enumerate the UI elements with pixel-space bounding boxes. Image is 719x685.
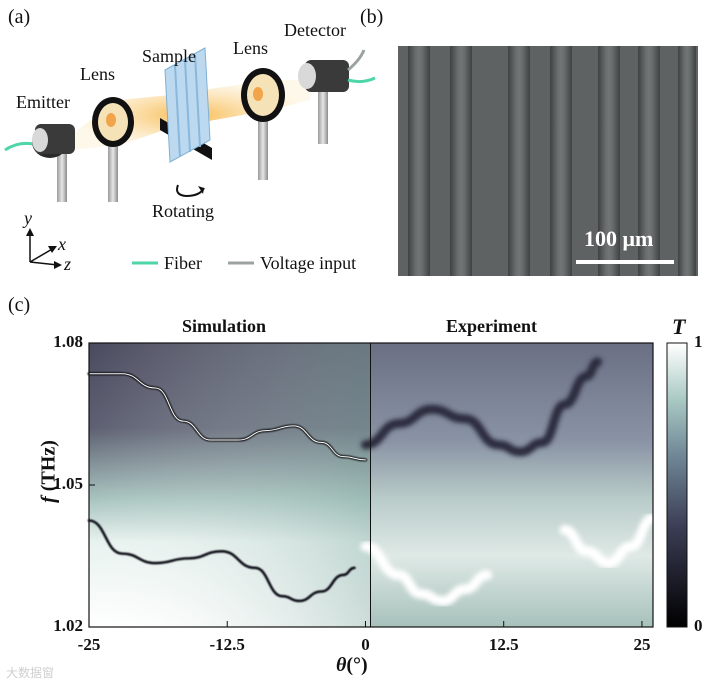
axis-label-z: z <box>64 254 72 274</box>
lens-right-device <box>241 68 285 180</box>
watermark: 大数据窗 <box>6 666 55 680</box>
experiment-resonance-light <box>360 541 493 606</box>
sample-device <box>160 47 212 198</box>
x-tick-label: -25 <box>77 635 101 654</box>
legend-fiber-label: Fiber <box>164 253 202 273</box>
scale-bar <box>576 260 674 264</box>
simulation-resonance-lower <box>87 519 356 603</box>
panel-label-b: (b) <box>360 6 384 28</box>
voltage-line <box>347 49 366 72</box>
setup-schematic <box>4 47 376 269</box>
colorbar-max-label: 1 <box>694 332 703 351</box>
label-emitter: Emitter <box>16 92 70 112</box>
colorbar <box>666 342 688 628</box>
grating-stripe <box>598 46 620 276</box>
label-lens-left: Lens <box>80 64 115 84</box>
label-lens-right: Lens <box>233 38 268 58</box>
x-tick-label: 0 <box>361 635 370 654</box>
grating-stripe <box>408 46 430 276</box>
axis-label-y: y <box>24 208 32 228</box>
fiber-line-right <box>347 76 376 84</box>
axis-label-x: x <box>58 234 66 254</box>
y-tick-label: 1.08 <box>53 332 83 351</box>
x-tick-label: 12.5 <box>488 635 519 654</box>
emitter-device <box>32 124 75 202</box>
panel-label-a: (a) <box>8 6 31 28</box>
x-tick-label: 25 <box>633 635 651 654</box>
x-tick-label: -12.5 <box>209 635 245 654</box>
y-tick-label: 1.02 <box>53 616 83 635</box>
colorbar-min-label: 0 <box>694 616 703 635</box>
axis-triad-icon <box>26 228 62 269</box>
sample-micrograph: 100 μm <box>398 46 698 276</box>
panel-label-c: (c) <box>8 294 31 316</box>
legend-voltage-label: Voltage input <box>260 253 357 273</box>
x-axis-label: θ(°) <box>336 654 368 676</box>
grating-stripe <box>508 46 530 276</box>
label-sample: Sample <box>142 46 196 66</box>
simulation-resonance-upper-highlight <box>88 373 366 461</box>
grating-stripe <box>550 46 572 276</box>
y-tick-label: 1.05 <box>53 474 83 493</box>
label-detector: Detector <box>284 20 346 40</box>
experiment-background <box>371 343 653 627</box>
grating-stripe <box>638 46 660 276</box>
detector-device <box>298 49 376 144</box>
colorbar-label: T <box>672 314 686 339</box>
y-axis-label: f (THz) <box>37 440 60 503</box>
heatmap-title-experiment: Experiment <box>446 316 537 336</box>
experiment-resonance-light-2 <box>559 513 658 569</box>
grating-stripe <box>678 46 696 276</box>
rotation-arrow-icon <box>176 184 205 198</box>
label-rotating: Rotating <box>152 201 214 221</box>
lens-left-device <box>92 97 134 202</box>
grating-stripe <box>450 46 472 276</box>
scale-bar-label: 100 μm <box>584 226 654 251</box>
heatmap-title-simulation: Simulation <box>182 316 267 336</box>
experiment-resonance-dark <box>360 357 603 457</box>
